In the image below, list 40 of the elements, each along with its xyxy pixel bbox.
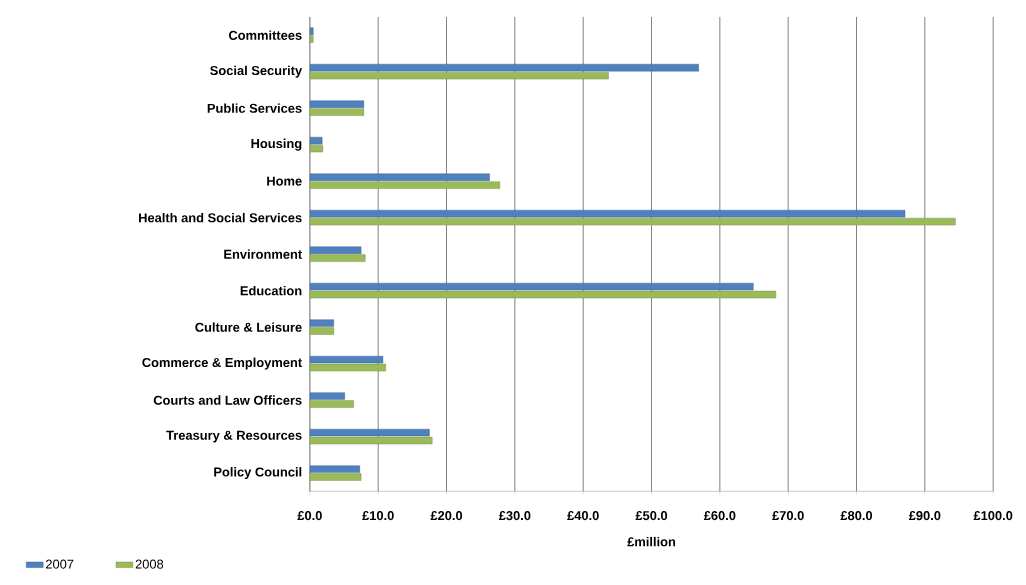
bar: [309, 363, 386, 372]
bar: [309, 181, 501, 189]
bar: [309, 108, 365, 116]
x-tick-label: £50.0: [635, 511, 668, 521]
bar: [309, 145, 324, 153]
y-tick-label: Committees: [228, 30, 302, 40]
x-tick-label: £0.0: [297, 511, 322, 521]
x-axis-title: £million: [627, 536, 676, 547]
x-tick-label: £70.0: [772, 511, 804, 521]
x-tick-label: £100.0: [973, 511, 1013, 521]
legend-label: 2007: [46, 559, 74, 569]
bar: [309, 327, 334, 335]
x-tick-label: £40.0: [567, 511, 599, 521]
x-tick-label: £60.0: [703, 511, 736, 521]
bar: [309, 72, 609, 80]
y-tick-label: Education: [240, 285, 302, 296]
y-tick-label: Public Services: [207, 103, 302, 113]
bar: [309, 35, 314, 43]
legend-label: 2008: [135, 559, 164, 569]
y-tick-label: Commerce & Employment: [142, 357, 302, 370]
x-tick-label: £30.0: [498, 511, 531, 521]
x-tick-label: £20.0: [430, 511, 463, 521]
y-tick-label: Treasury & Resources: [166, 430, 302, 443]
x-tick-label: £90.0: [908, 511, 941, 521]
bar: [309, 254, 366, 262]
bar: [309, 473, 362, 481]
y-tick-label: Housing: [251, 138, 302, 151]
y-tick-label: Courts and Law Officers: [153, 395, 302, 405]
y-tick-label: Health and Social Services: [139, 212, 302, 223]
y-tick-label: Home: [267, 176, 302, 186]
y-tick-label: Social Security: [210, 65, 303, 78]
y-tick-label: Policy Council: [214, 467, 302, 480]
bar: [309, 400, 354, 408]
x-tick-label: £80.0: [840, 511, 873, 521]
bar: [309, 218, 956, 226]
bar: [309, 436, 433, 445]
x-tick-label: £10.0: [362, 511, 394, 521]
bar: [309, 290, 777, 299]
y-tick-label: Culture & Leisure: [195, 322, 302, 332]
y-tick-label: Environment: [224, 249, 302, 259]
